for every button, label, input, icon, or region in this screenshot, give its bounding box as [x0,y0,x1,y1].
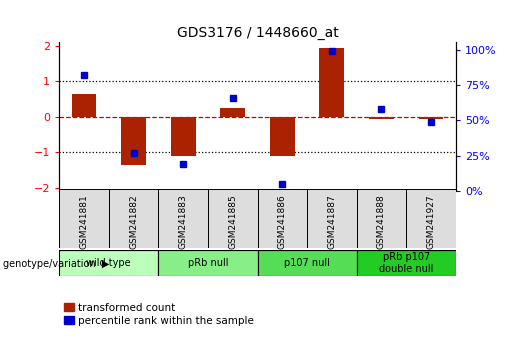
FancyBboxPatch shape [59,189,109,248]
FancyBboxPatch shape [59,250,159,276]
Text: GSM241883: GSM241883 [179,194,187,249]
FancyBboxPatch shape [109,189,159,248]
Text: GSM241886: GSM241886 [278,194,287,249]
Text: pRb p107
double null: pRb p107 double null [379,252,434,274]
FancyBboxPatch shape [159,250,258,276]
FancyBboxPatch shape [258,250,356,276]
FancyBboxPatch shape [356,189,406,248]
Bar [72,94,96,117]
Bar [121,117,146,165]
FancyBboxPatch shape [356,250,456,276]
Text: GSM241888: GSM241888 [377,194,386,249]
Text: p107 null: p107 null [284,258,330,268]
Bar [171,117,196,156]
Bar [220,108,245,117]
Text: GSM241881: GSM241881 [79,194,89,249]
Bar [419,117,443,119]
FancyBboxPatch shape [208,189,258,248]
Text: wild type: wild type [87,258,131,268]
Text: GSM241882: GSM241882 [129,194,138,249]
FancyBboxPatch shape [159,189,208,248]
Text: GSM241885: GSM241885 [228,194,237,249]
Title: GDS3176 / 1448660_at: GDS3176 / 1448660_at [177,26,338,40]
Text: GSM241927: GSM241927 [426,194,436,249]
Text: GSM241887: GSM241887 [328,194,336,249]
FancyBboxPatch shape [258,189,307,248]
Text: pRb null: pRb null [187,258,228,268]
FancyBboxPatch shape [406,189,456,248]
FancyBboxPatch shape [307,189,356,248]
Text: genotype/variation  ▶: genotype/variation ▶ [3,259,109,269]
Bar [270,117,295,156]
Bar [369,117,394,119]
Legend: transformed count, percentile rank within the sample: transformed count, percentile rank withi… [64,303,254,326]
Bar [319,48,344,117]
